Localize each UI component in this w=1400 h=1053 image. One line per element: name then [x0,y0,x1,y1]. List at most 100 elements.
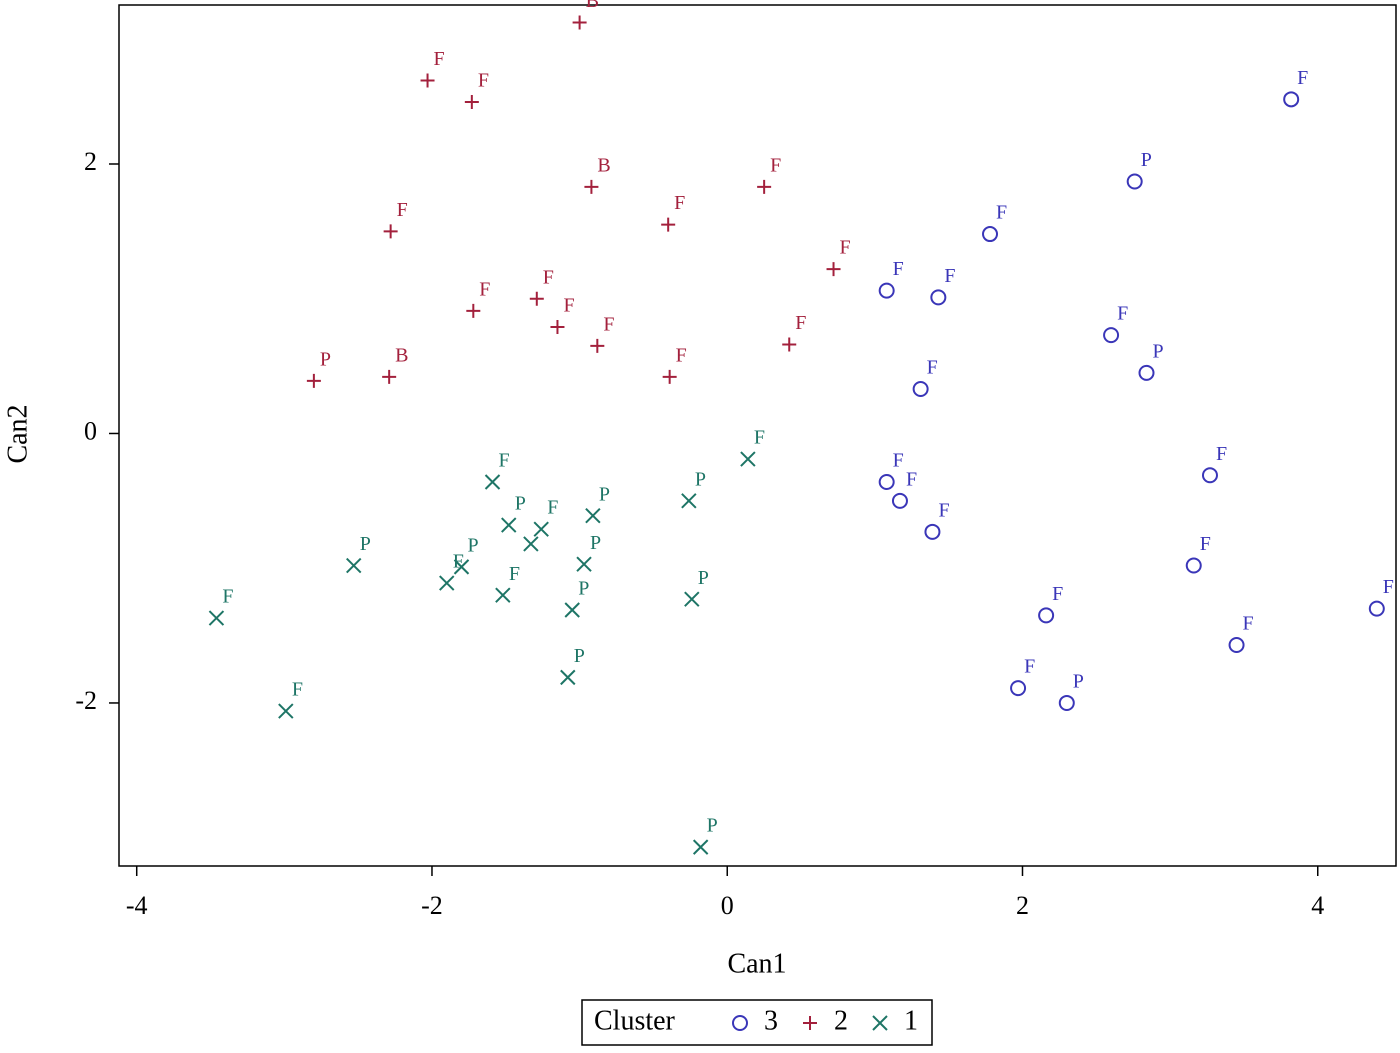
point-label: F [676,344,687,366]
point [684,591,700,607]
point [1201,467,1218,484]
point-label: P [590,532,601,554]
point-label: F [543,266,554,288]
point [891,492,908,509]
point [1038,607,1055,624]
point-label: F [563,295,574,317]
point-label: F [938,499,949,521]
y-tick-label: 2 [84,147,97,176]
point-label: F [840,237,851,259]
point-label: F [795,312,806,334]
point [782,337,797,352]
point-label: P [1073,671,1084,693]
x-tick-label: 2 [1016,891,1029,920]
point-label: F [1243,613,1254,635]
point-label: F [906,468,917,490]
point-label: B [597,154,610,176]
x-tick-label: -4 [126,891,148,920]
point [1010,680,1027,697]
point [346,557,362,574]
point [560,669,576,686]
point [306,373,321,388]
point-label: P [707,815,718,837]
point [453,559,470,575]
point [466,303,481,318]
point-label: F [893,450,904,472]
plot-frame [118,4,1397,867]
point [1138,364,1155,381]
x-tick-label: 0 [721,891,734,920]
point-label: P [695,468,706,490]
point [826,262,841,277]
point [924,523,941,540]
point [661,217,676,232]
y-axis-label: Can2 [2,404,33,463]
point [576,556,592,572]
point-label: F [453,551,464,573]
point [982,226,999,243]
point [564,602,580,618]
point-label: F [1117,303,1128,325]
point-label: F [770,154,781,176]
point [878,473,895,490]
legend-box [581,999,933,1046]
point-label: F [222,586,233,608]
point [572,15,587,30]
y-tick-label: 0 [84,416,97,445]
point [439,575,455,591]
point [495,587,511,603]
point [681,493,697,509]
point-label: P [320,349,331,371]
point-label: F [1200,533,1211,555]
x-axis-label: Can1 [727,948,786,979]
point-label: P [599,483,610,505]
point [878,282,895,299]
point-label: F [927,357,938,379]
point-label: P [1153,340,1164,362]
point [1185,557,1202,574]
point [1126,173,1143,190]
point-label: F [1052,583,1063,605]
point [584,179,599,194]
point [523,536,539,552]
point [1368,600,1385,617]
point-label: F [509,563,520,585]
point [383,224,398,239]
point [550,320,565,335]
point-label: F [893,258,904,280]
point [278,703,294,719]
point-label: B [395,344,408,366]
point [585,507,601,524]
point-label: F [499,450,510,472]
point [1103,327,1120,344]
y-tick-label: -2 [75,686,97,715]
point-label: F [479,278,490,300]
point [484,474,501,490]
point-label: F [754,427,765,449]
point [740,451,756,467]
point-label: F [1297,67,1308,89]
point-label: F [1383,576,1394,598]
point-label: F [292,679,303,701]
point-label: P [698,567,709,589]
point-label: P [1141,149,1152,171]
point [692,839,709,855]
point [1058,694,1075,711]
point-label: F [397,199,408,221]
point-label: F [674,192,685,214]
point [1283,91,1300,108]
point-label: F [996,202,1007,224]
point-label: F [1024,656,1035,678]
legend-label: 3 [764,1005,778,1036]
legend-marker [803,1016,817,1030]
point [930,289,947,306]
point [529,291,544,306]
point-label: P [360,533,371,555]
point-label: P [468,534,479,556]
point-label: P [515,493,526,515]
legend-marker [732,1015,748,1031]
point-label: F [1216,443,1227,465]
legend-label: 1 [904,1005,918,1036]
point [1228,637,1245,654]
point [464,95,479,110]
